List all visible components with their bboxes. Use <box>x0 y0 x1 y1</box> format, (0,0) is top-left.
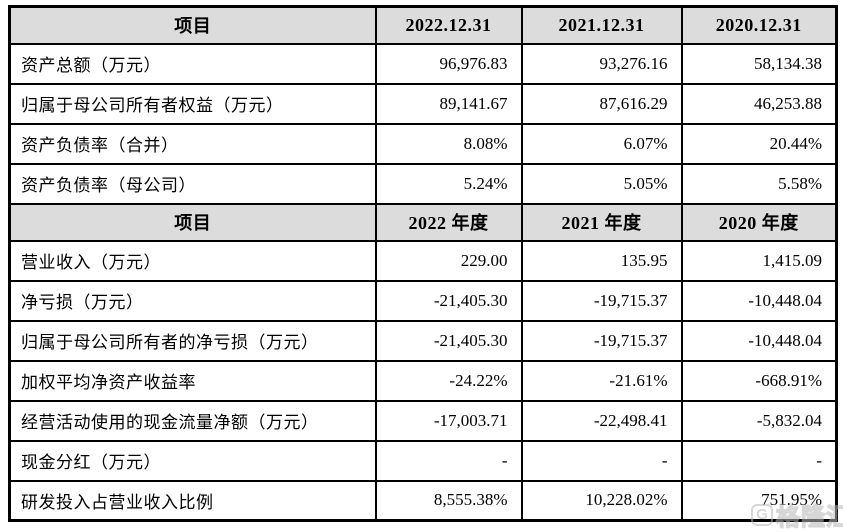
cell-value: 5.05% <box>520 162 683 205</box>
row-label: 资产负债率（合并） <box>8 122 377 165</box>
cell-value: 46,253.88 <box>680 82 838 125</box>
cell-value: 93,276.16 <box>520 42 683 85</box>
cell-value: -10,448.04 <box>680 319 838 362</box>
cell-value: 89,141.67 <box>374 82 523 125</box>
cell-value: - <box>374 439 523 482</box>
cell-value: -22,498.41 <box>520 399 683 442</box>
cell-value: 1,415.09 <box>680 239 838 282</box>
column-header-fy2021: 2021 年度 <box>520 202 683 242</box>
table-row-rd-to-revenue-ratio: 研发投入占营业收入比例 8,555.38% 10,228.02% 751.95% <box>8 479 838 522</box>
row-label: 加权平均净资产收益率 <box>8 359 377 402</box>
cell-value: 5.58% <box>680 162 838 205</box>
cell-value: 87,616.29 <box>520 82 683 125</box>
cell-value: 8,555.38% <box>374 479 523 522</box>
row-label: 资产总额（万元） <box>8 42 377 85</box>
row-label: 营业收入（万元） <box>8 239 377 282</box>
column-header-2020-12-31: 2020.12.31 <box>680 5 838 45</box>
table-row-weighted-avg-roe: 加权平均净资产收益率 -24.22% -21.61% -668.91% <box>8 359 838 402</box>
row-label: 现金分红（万元） <box>8 439 377 482</box>
row-label: 归属于母公司所有者的净亏损（万元） <box>8 319 377 362</box>
cell-value: - <box>680 439 838 482</box>
cell-value: -10,448.04 <box>680 279 838 322</box>
cell-value: 8.08% <box>374 122 523 165</box>
table-row-debt-ratio-parent: 资产负债率（母公司） 5.24% 5.05% 5.58% <box>8 162 838 205</box>
table-header-row-income: 项目 2022 年度 2021 年度 2020 年度 <box>8 202 838 242</box>
cell-value: 20.44% <box>680 122 838 165</box>
cell-value: -668.91% <box>680 359 838 402</box>
row-label: 净亏损（万元） <box>8 279 377 322</box>
row-label: 归属于母公司所有者权益（万元） <box>8 82 377 125</box>
cell-value: -17,003.71 <box>374 399 523 442</box>
table-row-net-loss: 净亏损（万元） -21,405.30 -19,715.37 -10,448.04 <box>8 279 838 322</box>
cell-value: - <box>520 439 683 482</box>
cell-value: -19,715.37 <box>520 319 683 362</box>
cell-value: -21,405.30 <box>374 319 523 362</box>
cell-value: 96,976.83 <box>374 42 523 85</box>
financial-summary-table: 项目 2022.12.31 2021.12.31 2020.12.31 资产总额… <box>8 5 838 522</box>
table-row-parent-net-loss: 归属于母公司所有者的净亏损（万元） -21,405.30 -19,715.37 … <box>8 319 838 362</box>
column-header-item: 项目 <box>8 202 377 242</box>
column-header-fy2020: 2020 年度 <box>680 202 838 242</box>
table-row-revenue: 营业收入（万元） 229.00 135.95 1,415.09 <box>8 239 838 282</box>
column-header-item: 项目 <box>8 5 377 45</box>
cell-value: 58,134.38 <box>680 42 838 85</box>
cell-value: 10,228.02% <box>520 479 683 522</box>
row-label: 经营活动使用的现金流量净额（万元） <box>8 399 377 442</box>
cell-value: -21.61% <box>520 359 683 402</box>
cell-value: -21,405.30 <box>374 279 523 322</box>
table-row-parent-equity: 归属于母公司所有者权益（万元） 89,141.67 87,616.29 46,2… <box>8 82 838 125</box>
cell-value: 6.07% <box>520 122 683 165</box>
cell-value: 751.95% <box>680 479 838 522</box>
cell-value: -24.22% <box>374 359 523 402</box>
cell-value: -19,715.37 <box>520 279 683 322</box>
cell-value: -5,832.04 <box>680 399 838 442</box>
row-label: 资产负债率（母公司） <box>8 162 377 205</box>
table-row-cash-dividend: 现金分红（万元） - - - <box>8 439 838 482</box>
column-header-2021-12-31: 2021.12.31 <box>520 5 683 45</box>
cell-value: 229.00 <box>374 239 523 282</box>
table-header-row-balance: 项目 2022.12.31 2021.12.31 2020.12.31 <box>8 5 838 45</box>
cell-value: 5.24% <box>374 162 523 205</box>
cell-value: 135.95 <box>520 239 683 282</box>
table-row-total-assets: 资产总额（万元） 96,976.83 93,276.16 58,134.38 <box>8 42 838 85</box>
table-row-operating-cash-flow: 经营活动使用的现金流量净额（万元） -17,003.71 -22,498.41 … <box>8 399 838 442</box>
column-header-2022-12-31: 2022.12.31 <box>374 5 523 45</box>
table-row-debt-ratio-consolidated: 资产负债率（合并） 8.08% 6.07% 20.44% <box>8 122 838 165</box>
column-header-fy2022: 2022 年度 <box>374 202 523 242</box>
row-label: 研发投入占营业收入比例 <box>8 479 377 522</box>
